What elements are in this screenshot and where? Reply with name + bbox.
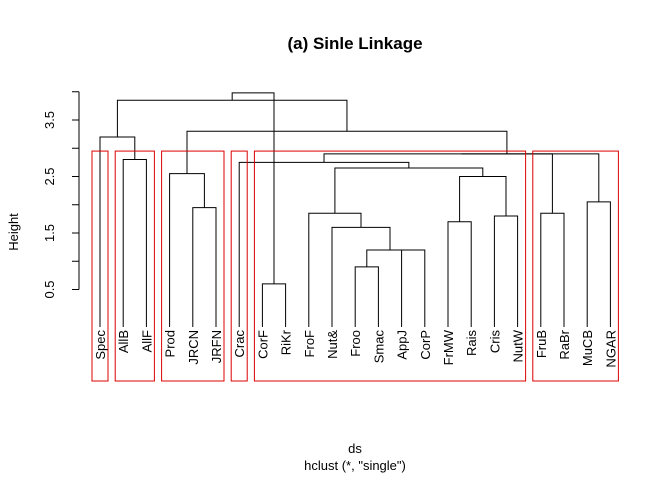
leaf-label: Nut& (325, 330, 340, 359)
leaf-label: AllF (139, 330, 154, 352)
leaf-label: Spec (93, 330, 108, 360)
leaf-label: RiKr (279, 329, 294, 355)
cluster-box (91, 150, 109, 382)
cluster-box (253, 150, 527, 382)
merge-link (231, 92, 275, 284)
merge-link (493, 215, 519, 327)
merge-link (331, 226, 391, 327)
y-tick-label: 3.5 (42, 111, 57, 129)
merge-link (401, 249, 426, 327)
method-label: hclust (*, "single") (304, 458, 406, 473)
leaf-label: CorF (255, 330, 270, 359)
leaf-label: AllB (116, 330, 131, 353)
leaf-label: FruB (534, 330, 549, 358)
merge-link (238, 161, 410, 327)
leaf-label: JRFN (209, 330, 224, 363)
merge-link (586, 201, 611, 327)
leaf-label: FrMW (441, 329, 456, 365)
merge-link (192, 207, 217, 327)
leaf-label: Prod (163, 330, 178, 357)
leaf-label: Froo (348, 330, 363, 357)
leaf-label: CorP (418, 330, 433, 360)
leaf-label: Crac (232, 330, 247, 358)
cluster-box (532, 150, 619, 382)
merge-link (540, 212, 565, 327)
cluster-box (230, 150, 248, 382)
merge-link (459, 176, 507, 222)
leaf-label: NutW (511, 329, 526, 362)
cluster-boxes (91, 150, 619, 382)
cluster-box (161, 150, 225, 382)
merge-link (323, 153, 600, 202)
merge-link (461, 153, 553, 214)
dendrogram-tree (99, 92, 611, 327)
leaf-label: Rais (464, 330, 479, 357)
chart-title: (a) Sinle Linkage (287, 34, 422, 53)
leaf-label: Smac (371, 330, 386, 364)
leaf-label: NGAR (603, 330, 618, 368)
merge-link (99, 136, 136, 327)
merge-link (354, 266, 379, 327)
merge-link (308, 212, 362, 327)
leaf-label: AppJ (395, 330, 410, 360)
merge-link (122, 159, 147, 327)
leaf-label: RaBr (557, 329, 572, 359)
y-tick-label: 2.5 (42, 167, 57, 185)
merge-link (366, 249, 414, 267)
y-tick-label: 0.5 (42, 280, 57, 298)
merge-link (261, 283, 287, 327)
leaf-label: FroF (302, 330, 317, 358)
merge-link (186, 130, 508, 174)
leaf-label: MuCB (580, 330, 595, 366)
merge-link (334, 167, 484, 214)
merge-link (447, 221, 472, 327)
leaf-label: JRCN (186, 330, 201, 365)
leaf-labels: Spec AllB AllF Prod JRCN JRFN Crac CorF RiKr FroF… (93, 329, 618, 367)
x-axis-label: ds (348, 441, 362, 456)
y-tick-label: 1.5 (42, 224, 57, 242)
y-axis-label: Height (6, 213, 21, 251)
y-axis: 0.5 1.5 2.5 3.5 (42, 91, 80, 299)
leaf-label: Cris (487, 330, 502, 354)
cluster-box (114, 150, 155, 382)
merge-link (169, 173, 205, 327)
